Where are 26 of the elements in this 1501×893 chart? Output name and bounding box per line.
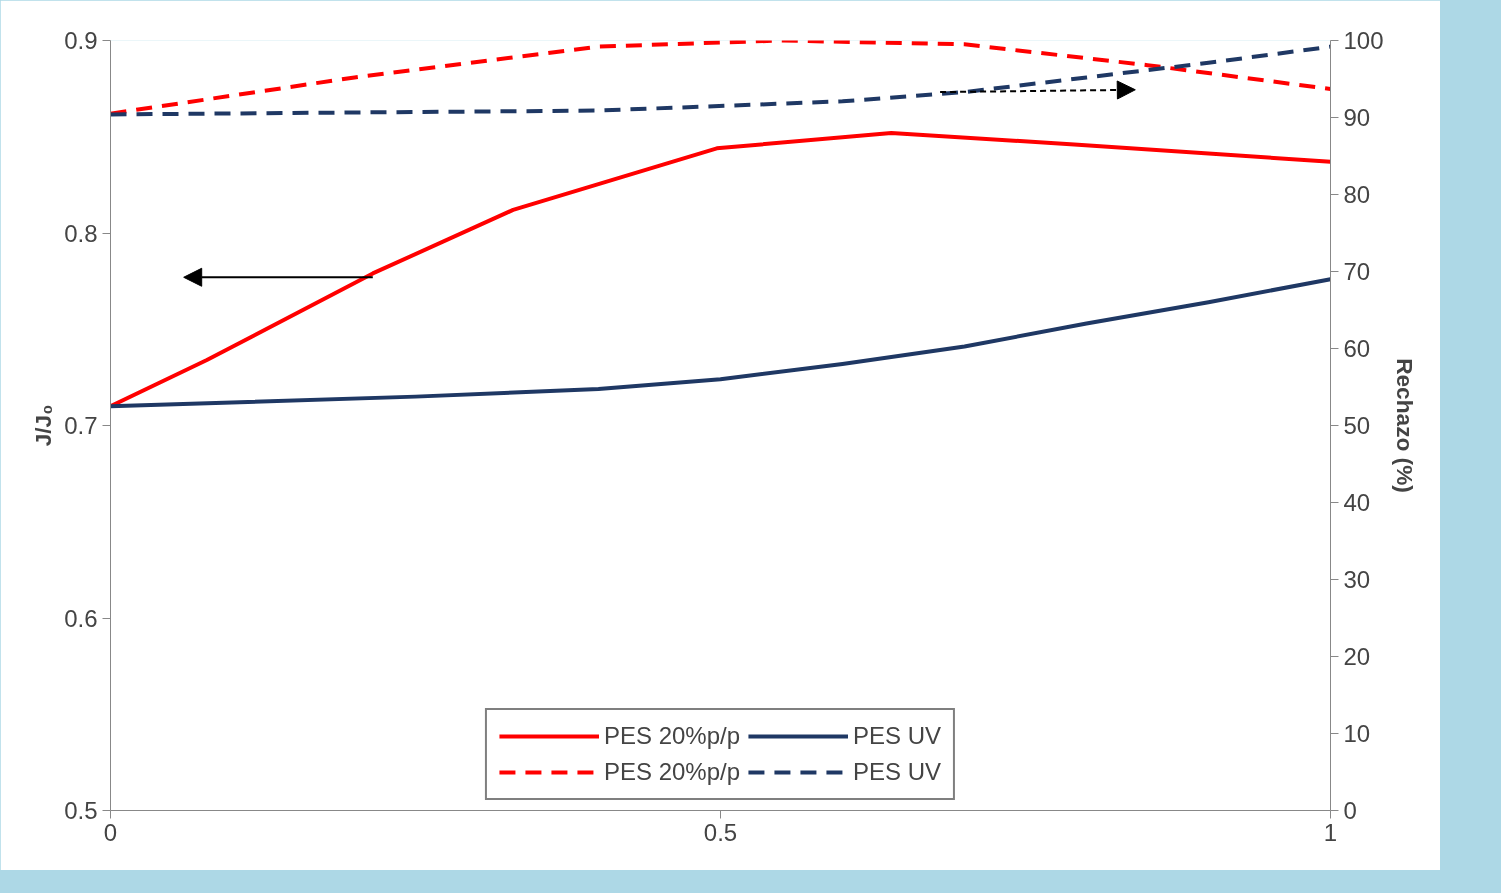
y2-tick-label: 40 [1343,489,1371,516]
y2-axis-title: Rechazo (%) [1391,358,1418,493]
y2-tick-label: 90 [1343,104,1371,131]
y-axis-title: J/J₀ [30,404,57,447]
y2-tick-label: 50 [1343,412,1371,439]
y-tick-label: 0.9 [64,27,98,54]
y2-tick-label: 100 [1343,27,1384,54]
y2-tick-label: 10 [1343,720,1371,747]
y2-tick-label: 20 [1343,643,1371,670]
legend-label: PES UV [853,722,942,750]
y2-tick-label: 30 [1343,566,1371,593]
legend-label: PES 20%p/p [603,722,741,750]
legend-label: PES 20%p/p [603,758,741,786]
y-tick-label: 0.7 [64,412,98,439]
line-series [110,277,1331,409]
y2-tick-label: 0 [1343,797,1357,824]
y2-tick-label: 80 [1343,181,1371,208]
x-tick-label: 0 [103,818,118,846]
y2-tick-label: 70 [1343,258,1371,285]
y-tick-label: 0.8 [64,219,98,247]
y2-tick-label: 60 [1343,335,1371,362]
x-tick-label: 1 [1323,818,1338,846]
y-tick-label: 0.6 [64,604,98,632]
x-tick-label: 0.5 [703,818,738,846]
legend-label: PES UV [853,758,942,786]
y-tick-label: 0.5 [64,797,98,824]
